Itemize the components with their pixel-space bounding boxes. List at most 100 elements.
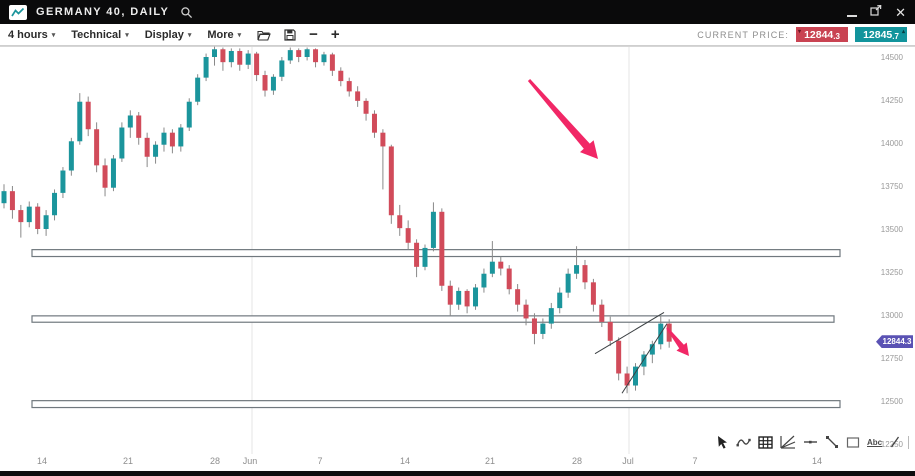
chart-logo-icon: [9, 4, 27, 20]
candle-down: [506, 268, 512, 290]
close-icon[interactable]: ✕: [895, 4, 906, 20]
candle-up: [565, 273, 571, 293]
candle-down: [515, 289, 521, 305]
candle-up: [77, 101, 83, 142]
chart-svg: [0, 46, 915, 454]
candle-down: [346, 81, 352, 92]
search-icon[interactable]: [180, 6, 193, 19]
candle-down: [439, 211, 445, 286]
candle-up: [52, 192, 58, 216]
candle-down: [414, 242, 420, 267]
x-axis-label: 7: [317, 456, 323, 466]
candle-up: [153, 144, 159, 157]
candle-up: [212, 49, 217, 57]
x-axis-label: 28: [571, 456, 583, 466]
trendline[interactable]: [621, 323, 668, 394]
y-axis-label: 12750: [880, 354, 903, 363]
candle-down: [313, 49, 319, 63]
candle-up: [633, 366, 638, 386]
candle-up: [279, 60, 285, 77]
titlebar: GERMANY 40, DAILY ✕: [0, 0, 915, 24]
candle-down: [18, 210, 24, 223]
candle-up: [473, 287, 479, 307]
candle-down: [94, 129, 100, 166]
candle-down: [169, 132, 175, 147]
candle-down: [599, 304, 605, 322]
x-axis-label: 7: [692, 456, 698, 466]
display-dropdown[interactable]: Display ▾: [144, 28, 192, 41]
technical-dropdown[interactable]: Technical ▾: [71, 28, 129, 41]
drawing-toolbar: Abc✕: [716, 433, 915, 451]
candle-down: [262, 75, 268, 91]
candle-up: [574, 265, 580, 274]
price-zone-rectangle[interactable]: [31, 400, 841, 409]
trendline[interactable]: [594, 311, 665, 355]
candle-down: [582, 265, 588, 283]
candle-up: [161, 132, 167, 145]
candle-down: [85, 101, 91, 130]
candle-up: [481, 273, 487, 288]
zoom-out-button[interactable]: −: [309, 26, 318, 43]
candle-down: [523, 304, 529, 319]
candle-up: [422, 247, 428, 267]
candle-down: [590, 282, 596, 305]
y-axis-label: 13750: [880, 182, 903, 191]
x-axis-label: 21: [122, 456, 134, 466]
candle-down: [447, 285, 453, 305]
grid-icon[interactable]: [758, 434, 773, 450]
restore-window-icon[interactable]: [870, 3, 882, 21]
more-dropdown[interactable]: More ▾: [207, 28, 242, 41]
text-tool-icon[interactable]: Abc: [867, 437, 883, 447]
arrow-annotation[interactable]: [666, 327, 689, 356]
candle-up: [540, 323, 546, 334]
x-axis-label: 14: [811, 456, 823, 466]
candle-up: [304, 49, 310, 57]
candle-down: [220, 49, 226, 63]
arrow-annotation[interactable]: [527, 79, 598, 159]
candle-down: [102, 165, 108, 188]
candle-down: [363, 100, 369, 114]
arrow-annotation-icon[interactable]: [716, 434, 729, 450]
buy-price-badge[interactable]: ▴ 12845.7: [855, 27, 907, 42]
line-icon[interactable]: [889, 434, 901, 450]
x-axis-label: 14: [399, 456, 411, 466]
timeframe-dropdown[interactable]: 4 hours ▾: [8, 28, 56, 41]
fan-lines-icon[interactable]: [780, 434, 796, 450]
chart-area[interactable]: 14500 14250 14000 13750 13500 13250 13000 12750…: [0, 46, 915, 471]
candle-up: [641, 354, 647, 367]
candle-down: [607, 321, 613, 341]
horizontal-line-icon[interactable]: [803, 434, 818, 450]
x-axis-label: 28: [209, 456, 221, 466]
price-zone-rectangle[interactable]: [31, 249, 841, 258]
sell-price-badge[interactable]: ▾ 12844.3: [796, 27, 848, 42]
candle-down: [388, 146, 394, 216]
minimize-icon[interactable]: [847, 14, 858, 17]
candle-up: [649, 344, 655, 355]
candle-up: [321, 54, 327, 63]
candle-up: [228, 50, 234, 63]
candle-up: [68, 141, 74, 171]
candle-up: [489, 261, 495, 274]
price-zone-rectangle[interactable]: [31, 315, 835, 323]
chart-toolbar: 4 hours ▾ Technical ▾ Display ▾ More ▾ − + C…: [0, 24, 915, 46]
candle-up: [60, 170, 66, 193]
y-axis-label: 14250: [880, 96, 903, 105]
candle-up: [178, 127, 184, 147]
window-bottom-edge: [0, 471, 915, 476]
candle-up: [557, 292, 563, 309]
candle-up: [456, 290, 462, 305]
chevron-down-icon: ▾: [51, 31, 56, 39]
save-icon[interactable]: [284, 28, 296, 41]
rectangle-icon[interactable]: [846, 434, 860, 450]
y-axis-label: 14000: [880, 139, 903, 148]
y-axis-label: 13500: [880, 225, 903, 234]
open-folder-icon[interactable]: [257, 29, 271, 41]
candle-up: [1, 191, 7, 204]
zoom-in-button[interactable]: +: [330, 26, 340, 43]
candle-down: [498, 261, 504, 269]
candle-up: [270, 76, 276, 91]
trend-line-icon[interactable]: [825, 434, 839, 450]
polyline-icon[interactable]: [736, 434, 751, 450]
current-price-label: CURRENT PRICE:: [697, 29, 789, 40]
candle-down: [136, 115, 142, 138]
